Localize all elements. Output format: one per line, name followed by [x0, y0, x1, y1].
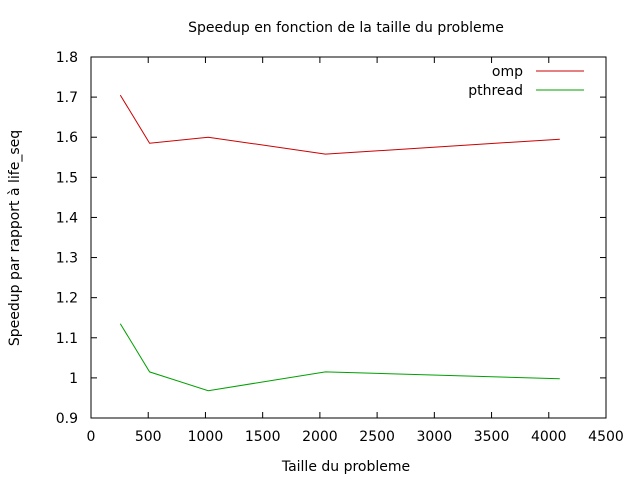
- x-tick-label: 4500: [588, 429, 624, 445]
- series-lines: [119, 94, 560, 392]
- x-tick-label: 500: [135, 429, 162, 445]
- plot-area-frame: [90, 56, 607, 419]
- y-tick-label: 1.8: [56, 50, 78, 66]
- y-tick-label: 1.2: [56, 291, 78, 307]
- y-tick-label: 1.4: [56, 210, 78, 226]
- x-tick-label: 3500: [474, 429, 510, 445]
- y-tick-label: 1.5: [56, 170, 78, 186]
- legend: omp pthread: [468, 64, 584, 99]
- series-line-omp: [119, 94, 560, 155]
- y-tick-label: 1: [69, 371, 78, 387]
- legend-label-pthread: pthread: [468, 83, 523, 99]
- x-tick-label: 2000: [302, 429, 338, 445]
- y-tick-label: 1.6: [56, 130, 78, 146]
- x-tick-label: 1000: [188, 429, 224, 445]
- y-tick-label: 1.1: [56, 331, 78, 347]
- y-axis-label: Speedup par rapport à life_seq: [7, 130, 23, 346]
- y-tick-label: 1.3: [56, 251, 78, 267]
- legend-label-omp: omp: [492, 64, 523, 80]
- x-axis-label: Taille du probleme: [281, 459, 410, 475]
- y-tick-label: 1.7: [56, 90, 78, 106]
- x-tick-label: 4000: [531, 429, 567, 445]
- axis-ticks: 0 500 1000 1500 2000 2500 3000 3500 4000 4500 0.9 1…: [56, 50, 624, 445]
- x-tick-label: 0: [87, 429, 96, 445]
- x-tick-label: 1500: [245, 429, 281, 445]
- chart-title: Speedup en fonction de la taille du prob…: [188, 20, 504, 36]
- x-tick-label: 2500: [359, 429, 395, 445]
- y-tick-label: 0.9: [56, 411, 78, 427]
- series-line-pthread: [119, 323, 560, 392]
- x-tick-label: 3000: [417, 429, 453, 445]
